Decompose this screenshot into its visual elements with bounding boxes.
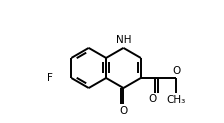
- Text: O: O: [119, 106, 128, 116]
- Text: F: F: [47, 73, 53, 83]
- Text: NH: NH: [116, 35, 131, 45]
- Text: O: O: [148, 94, 156, 104]
- Text: CH₃: CH₃: [166, 95, 185, 105]
- Text: O: O: [172, 66, 181, 76]
